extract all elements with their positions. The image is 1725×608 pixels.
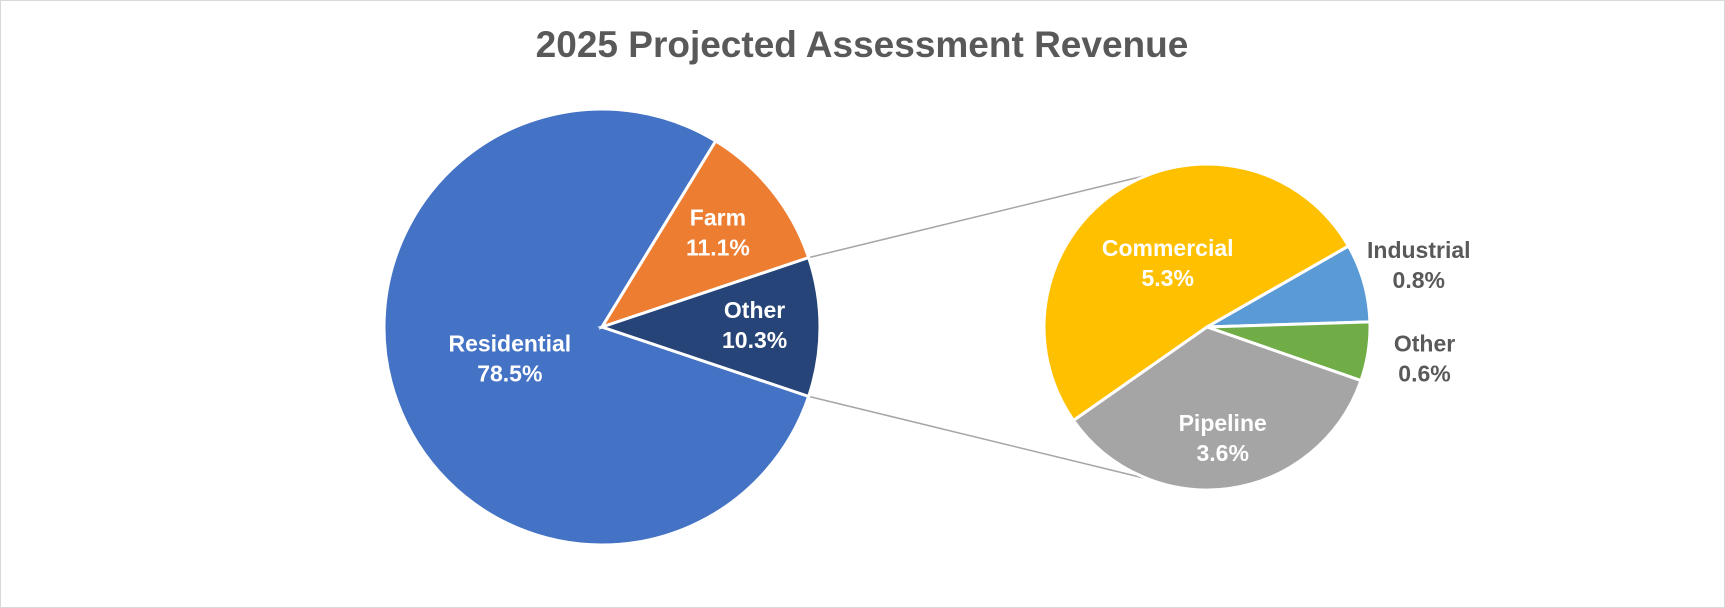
connector-line xyxy=(808,174,1149,259)
slice-label: Farm xyxy=(690,205,746,231)
pie-slice xyxy=(1042,162,1351,423)
slice-value-label: 3.6% xyxy=(1196,440,1248,466)
slice-label: Commercial xyxy=(1102,235,1234,261)
pie-slice xyxy=(382,107,811,547)
slice-label: Other xyxy=(724,297,785,323)
slice-label: Residential xyxy=(448,331,571,357)
chart-title: 2025 Projected Assessment Revenue xyxy=(536,24,1189,65)
slice-value-label: 5.3% xyxy=(1142,265,1194,291)
slice-label: Pipeline xyxy=(1179,410,1267,436)
slice-value-label: 78.5% xyxy=(477,361,542,387)
slice-value-label: 0.6% xyxy=(1398,360,1450,386)
slice-value-label: 0.8% xyxy=(1393,267,1445,293)
pie-slice xyxy=(597,255,822,399)
pie-slice xyxy=(598,138,811,330)
slice-label: Other xyxy=(1394,330,1455,356)
pie-slice xyxy=(1071,325,1363,492)
slice-value-label: 11.1% xyxy=(686,235,750,261)
slice-value-label: 10.3% xyxy=(722,327,787,353)
connector-line xyxy=(808,395,1149,480)
slice-label: Industrial xyxy=(1367,237,1471,263)
